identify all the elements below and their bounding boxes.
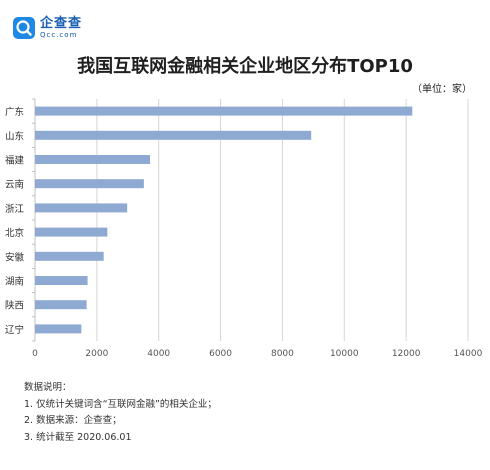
x-tick-label: 4000 <box>147 349 170 359</box>
bar <box>35 130 312 140</box>
category-label: 陕西 <box>5 300 24 312</box>
brand-domain: Qcc.com <box>40 31 78 39</box>
bar <box>35 106 413 116</box>
brand-name: 企查查 <box>40 16 83 31</box>
unit-label: （单位：家） <box>412 84 472 95</box>
x-tick-label: 0 <box>32 349 38 359</box>
bar <box>35 300 87 310</box>
note-item: 3. 统计截至 2020.06.01 <box>24 431 132 443</box>
note-item: 2. 数据来源：企查查； <box>24 415 122 426</box>
category-label: 浙江 <box>5 203 25 215</box>
data-notes: 数据说明： 1. 仅统计关键词含“互联网金融”的相关企业； 2. 数据来源：企查… <box>24 380 217 446</box>
brand-logo: 企查查 Qcc.com <box>13 17 82 39</box>
note-item: 1. 仅统计关键词含“互联网金融”的相关企业； <box>24 398 217 410</box>
category-label: 云南 <box>5 179 24 191</box>
qcc-logo-icon <box>13 17 35 39</box>
category-label: 广东 <box>5 106 24 118</box>
chart-title: 我国互联网金融相关企业地区分布TOP10 <box>77 56 413 77</box>
bar-chart: 0 2000 4000 6000 8000 10000 12000 14000 广东山东福建云南… <box>5 98 483 359</box>
bar <box>35 324 82 334</box>
category-label: 安徽 <box>5 251 25 263</box>
bar <box>35 203 128 213</box>
notes-heading: 数据说明： <box>24 382 72 393</box>
x-tick-label: 2000 <box>85 349 108 359</box>
bar <box>35 155 151 164</box>
category-label: 辽宁 <box>5 324 24 336</box>
bar <box>35 179 144 189</box>
x-tick-label: 10000 <box>330 349 359 359</box>
x-tick-label: 12000 <box>392 349 421 359</box>
bar <box>35 251 104 261</box>
category-label: 福建 <box>5 155 25 167</box>
bar <box>35 276 88 285</box>
x-tick-label: 14000 <box>454 349 483 359</box>
category-label: 湖南 <box>5 276 24 288</box>
category-label: 北京 <box>5 227 24 239</box>
category-label: 山东 <box>5 130 24 142</box>
bar <box>35 227 108 237</box>
x-tick-label: 8000 <box>271 349 294 359</box>
x-tick-label: 6000 <box>209 349 232 359</box>
